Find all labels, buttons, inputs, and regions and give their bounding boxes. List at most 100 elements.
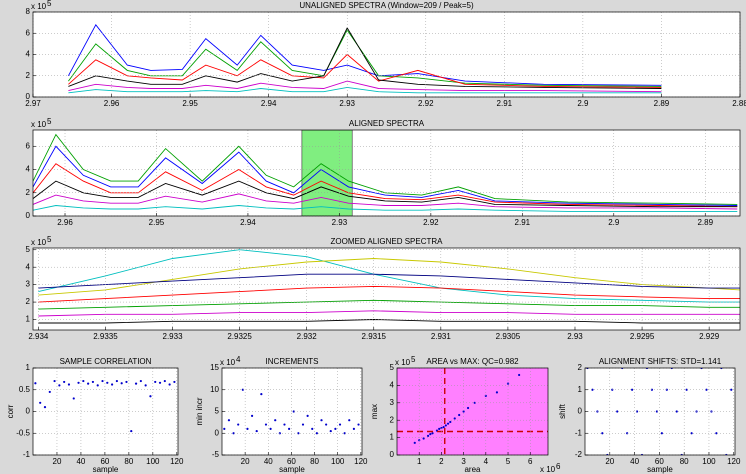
y-axis-label: min incr	[195, 397, 204, 425]
spectrum-line	[68, 53, 662, 88]
y-multiplier: x 10	[220, 358, 236, 367]
point	[223, 427, 226, 430]
point	[442, 426, 445, 429]
x-tick-label: 4	[484, 457, 489, 466]
point	[329, 429, 332, 433]
point	[320, 419, 323, 422]
y-tick-label: 4	[390, 381, 395, 390]
point	[96, 384, 99, 387]
point	[352, 427, 356, 430]
point	[82, 379, 85, 383]
x-tick-label: 20	[53, 457, 62, 466]
x-tick-label: 2.92	[423, 218, 439, 227]
axes-frame	[32, 129, 741, 217]
x-tick-label: 2.88	[732, 99, 746, 108]
point	[87, 382, 90, 385]
point	[655, 410, 659, 413]
spectrum-line	[38, 273, 740, 289]
point	[34, 382, 37, 385]
y-tick-label: 6	[26, 28, 31, 37]
point	[495, 391, 499, 394]
y-exponent: 5	[411, 355, 416, 364]
point	[348, 419, 351, 422]
point	[357, 423, 360, 426]
point	[125, 380, 128, 384]
y-tick-label: 0.5	[19, 385, 31, 394]
point	[91, 380, 95, 384]
x-tick-label: 60	[100, 457, 109, 466]
point	[110, 383, 114, 386]
x-tick-label: 40	[630, 457, 639, 466]
y-tick-label: 2	[26, 71, 31, 80]
x-tick-label: 2.934	[28, 332, 49, 341]
point	[438, 427, 441, 430]
point	[426, 434, 430, 437]
x-tick-label: 2.96	[104, 99, 120, 108]
x-tick-label: 20	[605, 457, 614, 466]
point	[72, 397, 75, 400]
point	[334, 427, 337, 430]
y-tick-label: 3	[26, 280, 31, 289]
point	[139, 379, 142, 383]
spectrum-line	[68, 86, 662, 94]
x-tick-label: 2.93	[567, 332, 583, 341]
x-tick-label: 2	[439, 457, 444, 466]
y-exponent: 5	[47, 0, 52, 8]
x-axis-label: area	[464, 465, 481, 474]
x-multiplier: x 10	[540, 465, 556, 474]
x-tick-label: 2.91	[497, 99, 513, 108]
spectrum-line	[33, 205, 738, 212]
x-tick-label: 2.9295	[630, 332, 655, 341]
x-tick-label: 2.93	[332, 218, 348, 227]
y-exponent: 5	[47, 117, 52, 126]
point	[325, 423, 328, 426]
point	[601, 432, 604, 435]
y-tick-label: 5	[390, 363, 395, 372]
x-tick-label: 60	[655, 457, 664, 466]
point	[315, 432, 318, 435]
y-tick-label: 4	[26, 165, 31, 174]
point	[297, 432, 300, 435]
x-tick-label: 2.9315	[362, 332, 387, 341]
x-tick-label: 40	[264, 457, 273, 466]
plot-area	[34, 379, 176, 433]
x-tick-label: 120	[354, 457, 368, 466]
y-exponent: 4	[236, 355, 241, 364]
y-exponent: 5	[47, 235, 52, 244]
x-tick-label: 2.931	[431, 332, 452, 341]
x-tick-label: 80	[680, 457, 689, 466]
x-tick-label: 2.9	[577, 99, 589, 108]
point	[288, 427, 291, 430]
chart-title: ALIGNED SPECTRA	[349, 119, 425, 128]
y-tick-label: 0	[26, 407, 31, 416]
y-tick-label: 10	[210, 385, 219, 394]
point	[715, 432, 718, 435]
spectrum-line	[38, 249, 740, 303]
y-tick-label: 0	[26, 211, 31, 220]
x-tick-label: 3	[461, 457, 466, 466]
point	[338, 423, 342, 426]
x-tick-label: 100	[146, 457, 160, 466]
x-tick-label: 2.97	[25, 99, 41, 108]
y-tick-label: 5	[215, 407, 220, 416]
chart-title: ZOOMED ALIGNED SPECTRA	[330, 237, 443, 246]
x-tick-label: 2.93	[339, 99, 355, 108]
point	[63, 380, 66, 384]
y-tick-label: 1	[578, 385, 583, 394]
y-tick-label: 2	[26, 188, 31, 197]
point	[730, 388, 733, 391]
point	[260, 393, 263, 396]
y-tick-label: -2	[575, 450, 583, 459]
y-multiplier: x 10	[395, 358, 411, 367]
point	[283, 423, 286, 426]
x-tick-label: 40	[76, 457, 85, 466]
spectrum-line	[33, 145, 738, 206]
point	[237, 423, 240, 426]
x-axis-label: sample	[93, 465, 119, 474]
point	[154, 380, 157, 384]
y-axis-label: max	[370, 404, 379, 419]
point	[246, 427, 249, 430]
x-tick-label: 2.95	[149, 218, 165, 227]
x-tick-label: 80	[124, 457, 133, 466]
point	[473, 401, 476, 404]
